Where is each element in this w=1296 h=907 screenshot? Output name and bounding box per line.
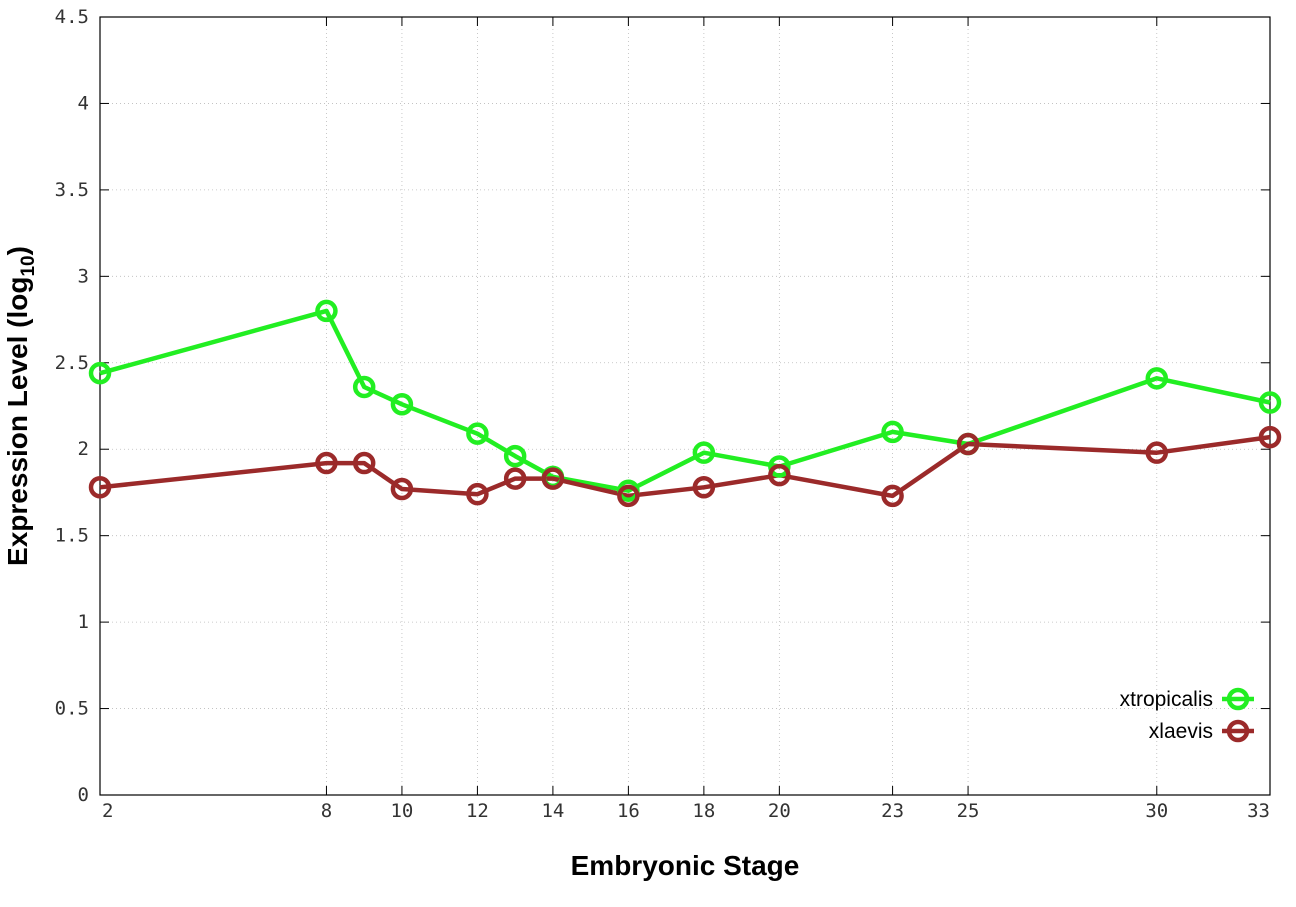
x-tick-label: 23 — [881, 800, 904, 822]
data-point-xlaevis — [617, 484, 640, 508]
data-point-xtropicalis — [1145, 367, 1169, 390]
data-point-xtropicalis — [768, 455, 791, 478]
y-tick-label: 1 — [78, 611, 89, 633]
y-tick-label: 0.5 — [55, 698, 89, 720]
data-point-xlaevis — [956, 432, 980, 456]
data-point-xlaevis — [352, 451, 376, 475]
x-tick-label: 18 — [692, 800, 715, 822]
data-point-xtropicalis — [881, 420, 904, 444]
legend: xtropicalis xlaevis — [1120, 687, 1254, 743]
data-point-xtropicalis — [692, 441, 716, 464]
data-point-xlaevis — [692, 476, 716, 499]
data-point-xlaevis — [88, 476, 112, 499]
series-lines — [88, 299, 1282, 508]
y-axis-title-close: ) — [2, 246, 33, 255]
x-tick-label: 20 — [768, 800, 791, 822]
legend-marker-xlaevis — [1226, 719, 1250, 743]
x-tick-label: 2 — [102, 800, 113, 822]
data-point-xtropicalis — [352, 375, 376, 399]
data-point-xtropicalis — [88, 361, 112, 385]
x-tick-label: 14 — [541, 800, 564, 822]
axis-ticks: 0 0.5 1 1.5 2 2.5 3 3.5 4 4.5 2 8 10 12 14 16 18 20 23 25 30… — [55, 6, 1271, 822]
y-tick-label: 0 — [78, 784, 89, 806]
legend-label-xlaevis: xlaevis — [1149, 720, 1213, 743]
series-line-xtropicalis — [99, 308, 1271, 493]
y-tick-label: 4 — [78, 92, 89, 114]
data-point-xlaevis — [503, 467, 527, 490]
data-point-xlaevis — [541, 467, 565, 490]
y-tick-label: 3 — [78, 265, 89, 287]
data-point-xtropicalis — [390, 393, 414, 416]
data-point-xlaevis — [1258, 425, 1282, 449]
data-point-xtropicalis — [1258, 391, 1282, 414]
data-point-xlaevis — [390, 477, 414, 501]
data-point-xlaevis — [768, 463, 791, 487]
x-tick-label: 8 — [321, 800, 332, 822]
y-tick-label: 2 — [78, 438, 89, 460]
data-point-xlaevis — [1145, 441, 1169, 464]
legend-marker-xtropicalis — [1226, 687, 1250, 711]
x-tick-label: 25 — [957, 800, 980, 822]
y-tick-label: 3.5 — [55, 179, 89, 201]
series-line-xlaevis — [99, 434, 1271, 499]
y-axis-title-subscript: 10 — [18, 255, 39, 276]
y-axis-title-main: Expression Level (log — [2, 277, 33, 566]
y-axis-title: Expression Level (log10) — [2, 246, 39, 566]
x-tick-label: 12 — [466, 800, 489, 822]
x-axis-title: Embryonic Stage — [571, 850, 800, 881]
data-point-xlaevis — [315, 451, 338, 475]
y-tick-label: 2.5 — [55, 352, 89, 374]
data-point-xlaevis — [881, 484, 904, 508]
grid-lines — [100, 17, 1270, 795]
y-tick-label: 4.5 — [55, 6, 89, 28]
y-tick-label: 1.5 — [55, 525, 89, 547]
data-point-xtropicalis — [503, 444, 527, 468]
x-tick-label: 16 — [617, 800, 640, 822]
x-tick-label: 30 — [1145, 800, 1168, 822]
data-point-xtropicalis — [466, 422, 489, 445]
x-tick-label: 10 — [390, 800, 413, 822]
data-point-xtropicalis — [315, 299, 338, 323]
x-tick-label: 33 — [1247, 800, 1270, 822]
legend-label-xtropicalis: xtropicalis — [1120, 688, 1213, 711]
plot-frame — [99, 16, 1271, 796]
data-point-xlaevis — [466, 482, 489, 506]
